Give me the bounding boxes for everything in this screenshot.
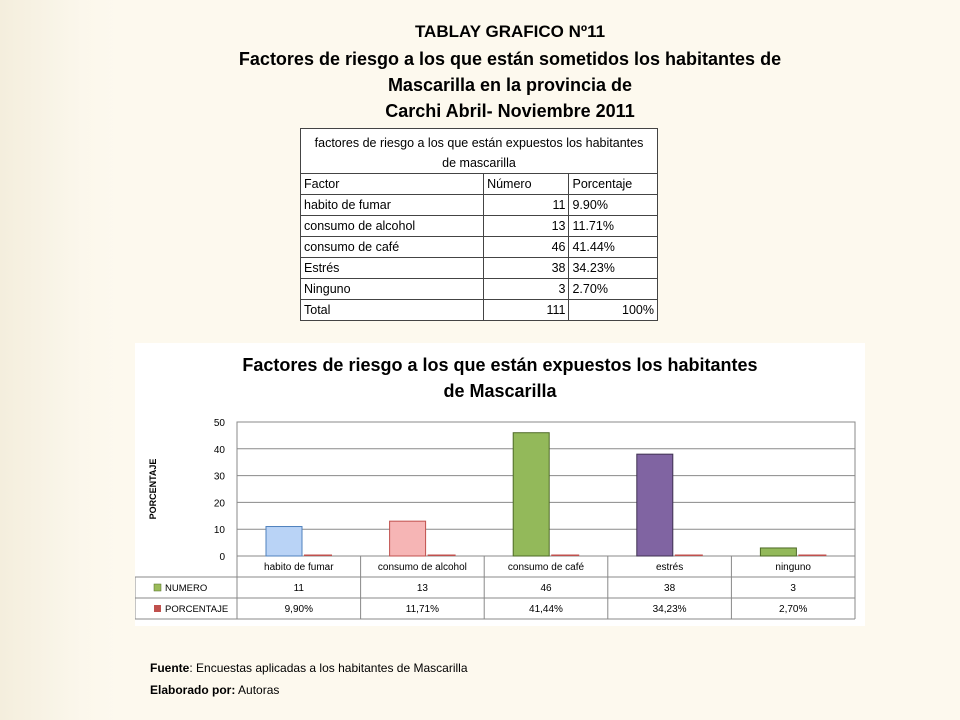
chart-title-line-2: de Mascarilla [443,381,557,401]
cell-porcentaje: 9.90% [568,194,658,216]
subheading-line-2: Mascarilla en la provincia de [387,75,633,95]
cell-numero: 13 [483,215,570,237]
author-note: Elaborado por: Autoras [150,683,279,697]
cell-factor: Ninguno [299,278,485,300]
legend-label-numero: NUMERO [165,583,207,594]
x-category-label: ninguno [775,562,811,573]
risk-factors-table: factores de riesgo a los que están expue… [299,128,658,321]
y-tick-label: 0 [219,552,225,563]
header-numero: Número [483,173,570,195]
data-label-numero: 38 [664,583,676,594]
table-row: Estrés 38 34.23% [299,257,658,279]
data-label-porcentaje: 2,70% [779,604,807,615]
source-note: Fuente: Encuestas aplicadas a los habita… [150,661,468,675]
slide-heading: TABLAY GRAFICO Nº11 [414,22,606,41]
y-tick-label: 20 [214,498,226,509]
table-header-row: Factor Número Porcentaje [299,173,658,195]
data-label-porcentaje: 34,23% [653,604,687,615]
cell-factor: Estrés [299,257,485,279]
bar-porcentaje [304,554,332,556]
data-label-numero: 3 [790,583,796,594]
table-row: consumo de café 46 41.44% [299,236,658,258]
y-tick-label: 10 [214,525,226,536]
chart-title: Factores de riesgo a los que están expue… [135,352,865,404]
bar-numero [265,526,303,557]
bar-porcentaje [427,554,456,556]
subheading-line-1: Factores de riesgo a los que están somet… [238,49,782,69]
cell-numero: 38 [483,257,570,279]
table-row: Ninguno 3 2.70% [299,278,658,300]
cell-numero: 111 [483,299,570,321]
cell-porcentaje: 34.23% [568,257,658,279]
cell-numero: 46 [483,236,570,258]
data-label-porcentaje: 11,71% [406,604,439,615]
cell-factor: consumo de café [299,236,485,258]
bar-numero [759,547,797,557]
cell-porcentaje: 100% [568,299,658,321]
table-total-row: Total 111 100% [299,299,658,321]
data-label-numero: 13 [417,583,429,594]
cell-porcentaje: 41.44% [568,236,658,258]
left-edge-shade [0,0,118,720]
y-axis-title: PORCENTAJE [148,459,158,520]
bar-porcentaje [674,554,703,556]
bar-porcentaje [798,554,827,556]
x-category-label: consumo de café [508,562,585,573]
table-row: habito de fumar 11 9.90% [299,194,658,216]
legend-key-numero [153,583,162,592]
data-label-numero: 46 [540,583,552,594]
cell-numero: 3 [483,278,570,300]
bar-numero [512,432,550,557]
y-tick-label: 30 [214,472,226,483]
header-factor: Factor [299,173,485,195]
author-label: Elaborado por: [150,683,236,697]
table-caption: factores de riesgo a los que están expue… [300,128,658,174]
bar-numero [636,453,674,557]
x-category-label: habito de fumar [264,562,334,573]
bar-porcentaje [551,554,580,556]
slide-subheading: Factores de riesgo a los que están somet… [120,46,900,124]
cell-porcentaje: 2.70% [568,278,658,300]
x-category-label: estrés [656,562,683,573]
author-text: Autoras [235,683,280,697]
data-label-porcentaje: 9,90% [285,604,313,615]
data-label-porcentaje: 41,44% [529,604,563,615]
bar-chart: 0 10 20 30 40 50 PORCENTAJE habito de fumar 11 9,… [135,418,856,620]
table-row: consumo de alcohol 13 11.71% [299,215,658,237]
source-text: : Encuestas aplicadas a los habitantes d… [189,661,468,675]
cell-factor: habito de fumar [299,194,485,216]
y-tick-label: 50 [214,418,226,429]
header-porcentaje: Porcentaje [568,173,658,195]
bar-numero [389,520,427,557]
cell-porcentaje: 11.71% [568,215,658,237]
cell-factor: Total [299,299,485,321]
legend-key-porcentaje [154,605,161,612]
subheading-line-3: Carchi Abril- Noviembre 2011 [385,101,635,121]
chart-panel: Factores de riesgo a los que están expue… [135,343,865,626]
chart-title-line-1: Factores de riesgo a los que están expue… [242,355,758,375]
x-category-label: consumo de alcohol [378,562,467,573]
source-label: Fuente [150,661,190,675]
legend-label-porcentaje: PORCENTAJE [165,604,228,615]
y-tick-label: 40 [214,445,226,456]
cell-factor: consumo de alcohol [299,215,485,237]
cell-numero: 11 [483,194,570,216]
data-label-numero: 11 [294,583,305,594]
